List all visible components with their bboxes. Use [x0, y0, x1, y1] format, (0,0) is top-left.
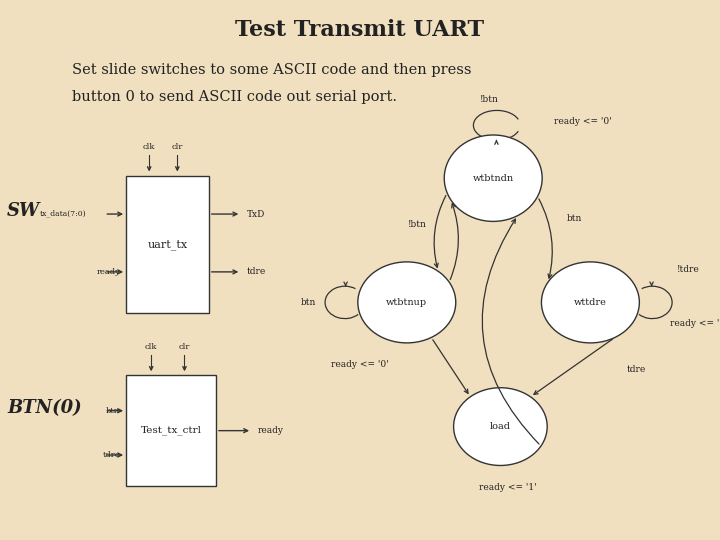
Text: BTN(0): BTN(0) — [7, 400, 82, 417]
Text: button 0 to send ASCII code out serial port.: button 0 to send ASCII code out serial p… — [72, 90, 397, 104]
Text: tdre: tdre — [626, 366, 646, 374]
Text: ready <= '0': ready <= '0' — [554, 117, 612, 126]
Text: ready <= '1': ready <= '1' — [479, 483, 536, 491]
Text: wtbtndn: wtbtndn — [472, 174, 514, 183]
Text: btn: btn — [301, 298, 317, 307]
Text: tdre: tdre — [103, 451, 120, 459]
Text: ready <= '0': ready <= '0' — [670, 320, 720, 328]
Ellipse shape — [454, 388, 547, 465]
Text: load: load — [490, 422, 511, 431]
Text: tdre: tdre — [247, 267, 266, 276]
Text: !tdre: !tdre — [677, 266, 700, 274]
Ellipse shape — [358, 262, 456, 343]
Text: ready: ready — [96, 268, 120, 276]
Bar — [126, 375, 216, 486]
Text: clk: clk — [143, 143, 156, 151]
Text: uart_tx: uart_tx — [148, 239, 187, 249]
Ellipse shape — [541, 262, 639, 343]
Text: tx_data(7:0): tx_data(7:0) — [40, 210, 86, 218]
Text: !btn: !btn — [480, 96, 499, 104]
Text: Set slide switches to some ASCII code and then press: Set slide switches to some ASCII code an… — [72, 63, 472, 77]
Text: ready: ready — [258, 426, 284, 435]
Text: btn: btn — [106, 407, 120, 415]
Text: ready <= '0': ready <= '0' — [331, 360, 389, 369]
Text: TxD: TxD — [247, 210, 266, 219]
Text: Test_tx_ctrl: Test_tx_ctrl — [140, 426, 202, 435]
Text: clk: clk — [145, 343, 158, 351]
Bar — [126, 176, 209, 313]
Text: !btn: !btn — [408, 220, 427, 228]
Text: wtbtnup: wtbtnup — [386, 298, 428, 307]
Text: wttdre: wttdre — [574, 298, 607, 307]
Text: Test Transmit UART: Test Transmit UART — [235, 19, 485, 40]
Text: clr: clr — [171, 143, 183, 151]
Text: clr: clr — [179, 343, 190, 351]
Text: SW: SW — [7, 202, 40, 220]
Ellipse shape — [444, 135, 542, 221]
Text: btn: btn — [567, 214, 582, 223]
